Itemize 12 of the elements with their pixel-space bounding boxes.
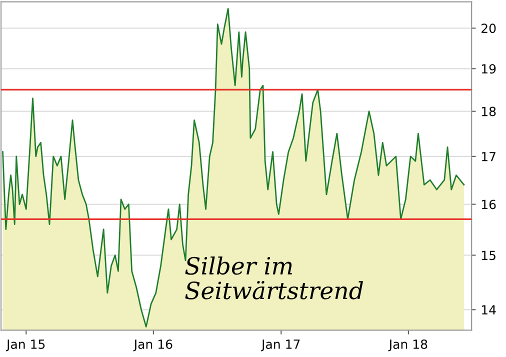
y-tick-label: 20 xyxy=(482,24,496,34)
y-tick-label: 18 xyxy=(482,106,496,116)
x-tick-label: Jan 17 xyxy=(260,340,300,352)
x-tick-label: Jan 16 xyxy=(133,339,172,352)
y-tick-label: 16 xyxy=(482,200,496,210)
y-tick-label: 17 xyxy=(482,152,496,162)
x-tick-label: Jan 15 xyxy=(6,340,45,352)
x-tick-label: Jan 18 xyxy=(388,339,428,352)
y-tick-label: 19 xyxy=(482,64,496,74)
y-tick-label: 15 xyxy=(482,250,496,260)
y-tick-label: 14 xyxy=(482,305,496,314)
annotation: Silber im Seitwärtstrend xyxy=(185,256,364,300)
